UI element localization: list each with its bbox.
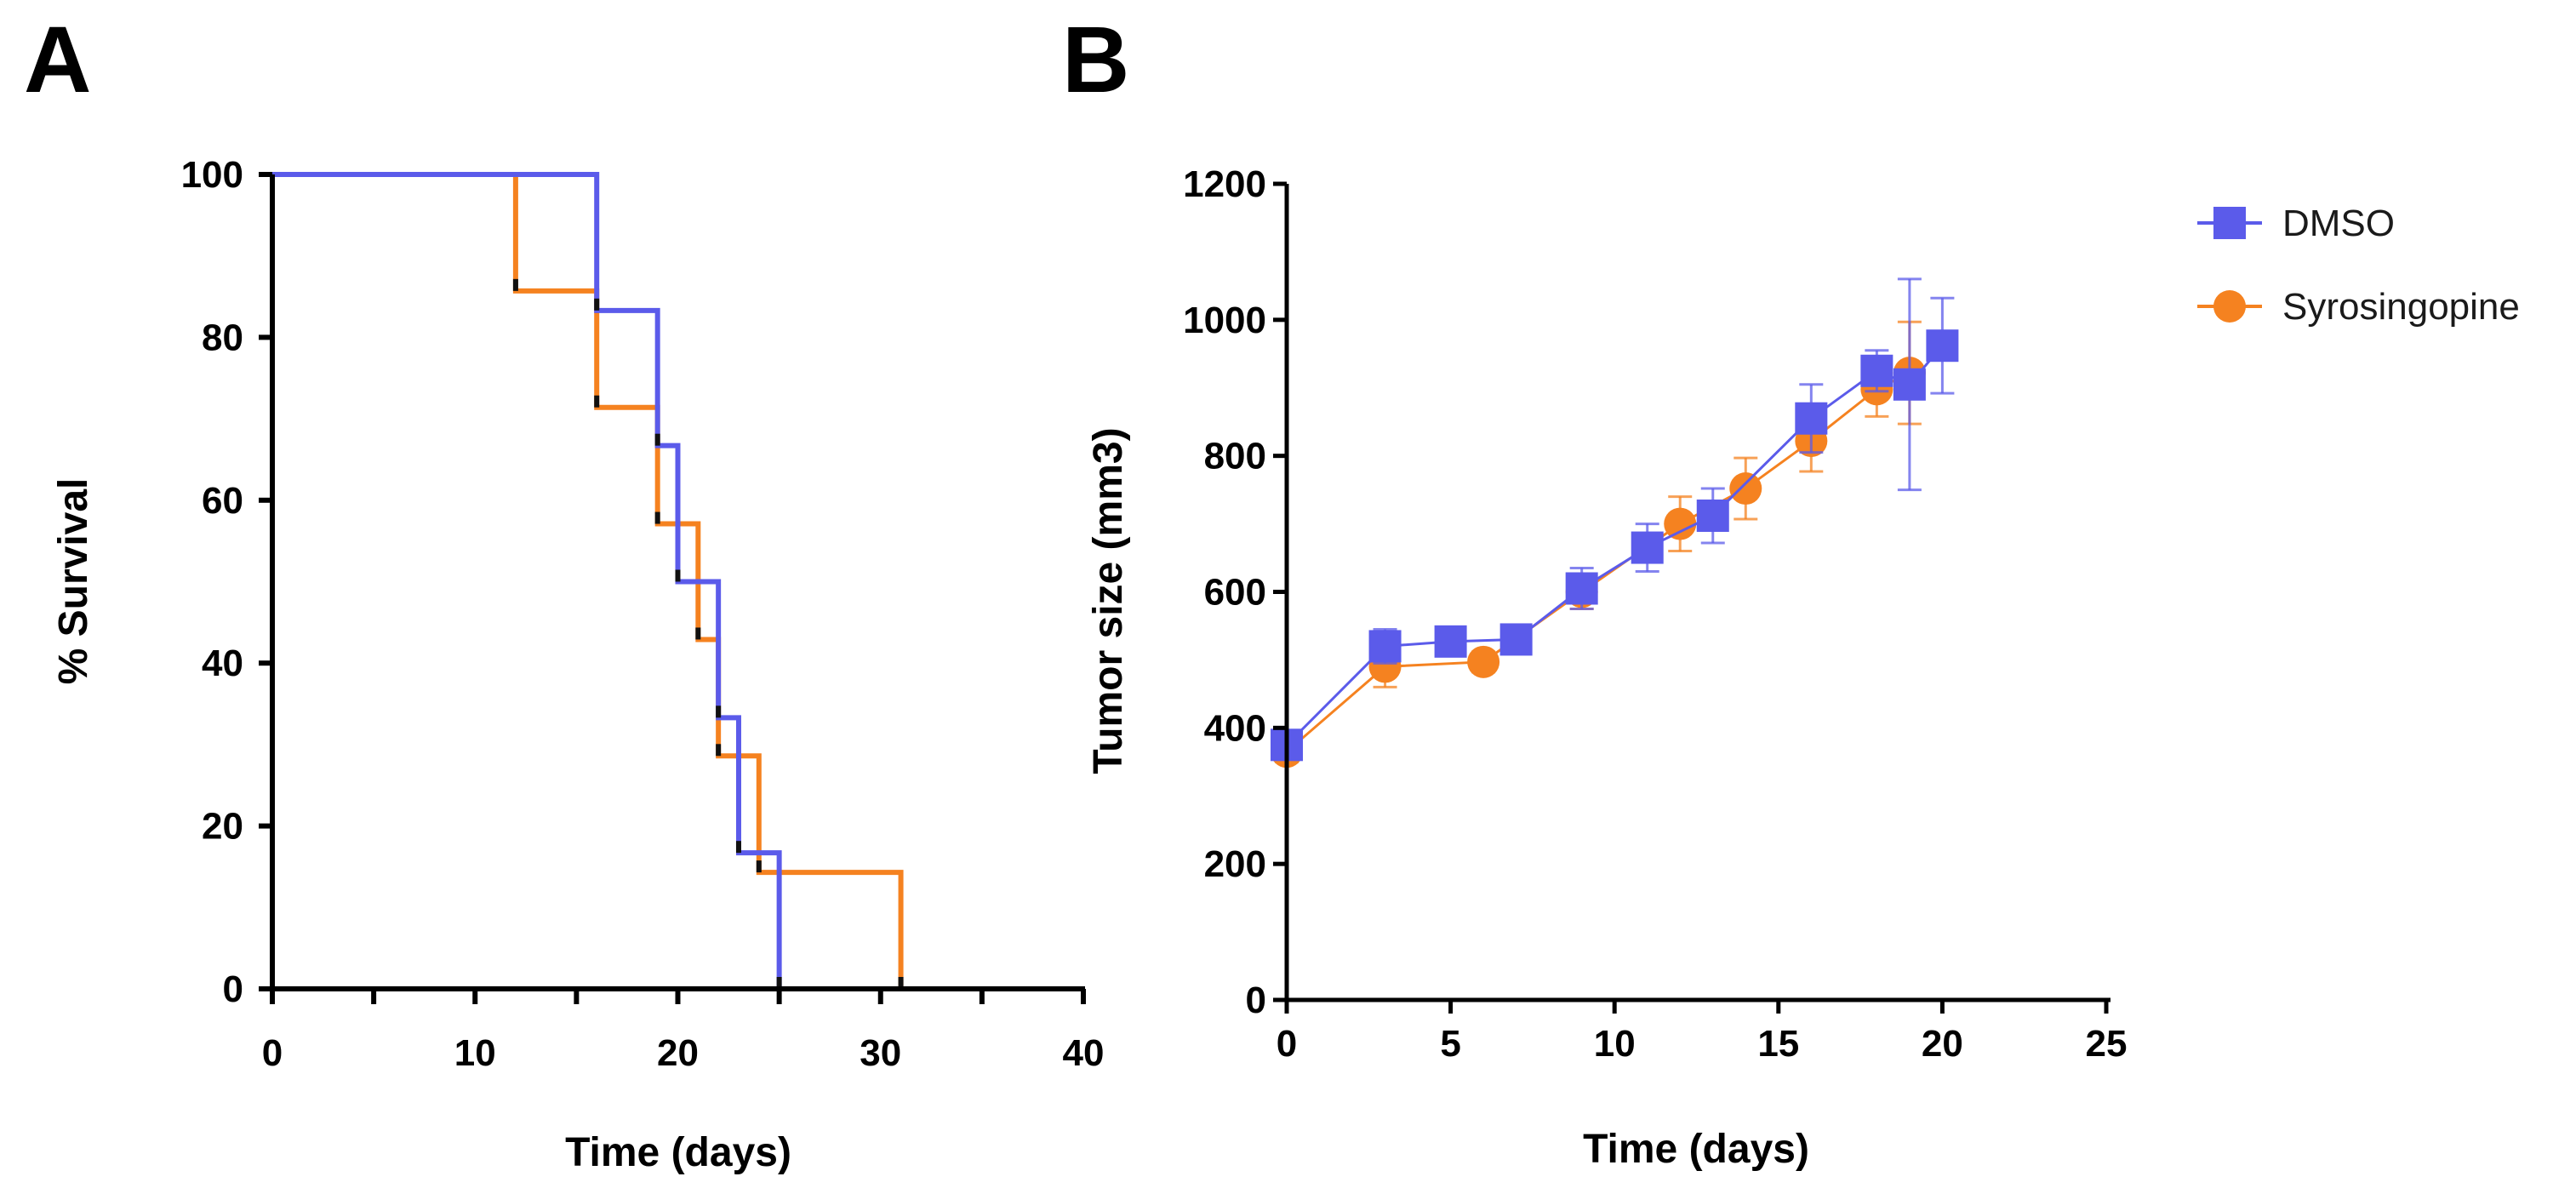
tumor-y-tick-label: 0 <box>1246 980 1266 1021</box>
tumor-x-ticks: 0 5 10 15 20 25 <box>1277 1000 2128 1065</box>
tumor-y-axis-title: Tumor size (mm3) <box>1086 427 1131 774</box>
survival-y-tick-label: 100 <box>181 154 243 196</box>
tumor-point-dmso <box>1893 368 1926 401</box>
tumor-x-tick-label: 25 <box>2086 1023 2128 1065</box>
tumor-point-dmso <box>1499 623 1533 656</box>
tumor-point-dmso <box>1860 354 1893 387</box>
tumor-y-tick-label: 200 <box>1204 843 1266 885</box>
tumor-x-tick-label: 0 <box>1277 1023 1297 1065</box>
tumor-x-axis-title: Time (days) <box>1583 1127 1809 1172</box>
tumor-y-tick-label: 800 <box>1204 436 1266 477</box>
panel-a-letter: A <box>24 8 91 112</box>
survival-x-tick-label: 40 <box>1063 1032 1105 1074</box>
survival-y-tick-label: 40 <box>202 643 243 684</box>
tumor-point-syrosingopine <box>1467 645 1500 678</box>
tumor-point-dmso <box>1434 625 1467 658</box>
legend-marker-dmso <box>2213 207 2246 239</box>
survival-curve-dmso <box>272 172 782 989</box>
survival-curve-syrosingopine <box>272 172 904 989</box>
tumor-y-tick-label: 600 <box>1204 572 1266 614</box>
legend-marker-syrosingopine <box>2213 290 2246 323</box>
tumor-point-syrosingopine <box>1664 507 1697 540</box>
tumor-point-dmso <box>1926 329 1959 363</box>
tumor-point-dmso <box>1696 499 1729 532</box>
survival-x-tick-label: 0 <box>262 1032 283 1074</box>
survival-chart: 0 20 40 60 80 100 0 10 20 30 40 Time (days) % Sur… <box>51 154 1104 1175</box>
tumor-x-tick-label: 15 <box>1757 1023 1799 1065</box>
survival-x-axis-title: Time (days) <box>565 1130 791 1175</box>
tumor-y-tick-label: 1200 <box>1183 163 1266 205</box>
survival-x-tick-label: 30 <box>860 1032 901 1074</box>
tumor-point-dmso <box>1795 402 1828 435</box>
survival-y-tick-label: 0 <box>223 968 243 1010</box>
survival-x-tick-label: 10 <box>454 1032 496 1074</box>
survival-y-axis-title: % Survival <box>51 478 96 685</box>
panel-b-letter: B <box>1062 8 1129 112</box>
tumor-plot-area <box>1271 277 1959 768</box>
tumor-chart: 0 200 400 600 800 1000 1200 0 5 10 15 20 25 Time (d… <box>1086 163 2520 1172</box>
tumor-point-dmso <box>1368 630 1402 663</box>
legend-label-syrosingopine: Syrosingopine <box>2282 286 2520 328</box>
tumor-y-tick-label: 1000 <box>1183 300 1266 341</box>
tumor-point-dmso <box>1565 572 1598 605</box>
tumor-y-tick-label: 400 <box>1204 707 1266 749</box>
survival-y-tick-label: 60 <box>202 480 243 522</box>
survival-plot-area <box>272 172 904 989</box>
tumor-y-ticks: 0 200 400 600 800 1000 1200 <box>1183 163 1287 1021</box>
tumor-x-tick-label: 5 <box>1440 1023 1460 1065</box>
survival-y-tick-label: 80 <box>202 317 243 358</box>
survival-y-tick-label: 20 <box>202 806 243 848</box>
tumor-x-tick-label: 20 <box>1922 1023 1963 1065</box>
tumor-x-tick-label: 10 <box>1594 1023 1636 1065</box>
tumor-point-syrosingopine <box>1729 472 1762 505</box>
survival-x-tick-label: 20 <box>657 1032 699 1074</box>
legend-label-dmso: DMSO <box>2282 203 2395 244</box>
tumor-point-dmso <box>1631 531 1664 564</box>
survival-x-ticks: 0 10 20 30 40 <box>262 989 1105 1074</box>
tumor-legend: DMSO Syrosingopine <box>2197 203 2520 328</box>
survival-y-ticks: 0 20 40 60 80 100 <box>181 154 272 1010</box>
